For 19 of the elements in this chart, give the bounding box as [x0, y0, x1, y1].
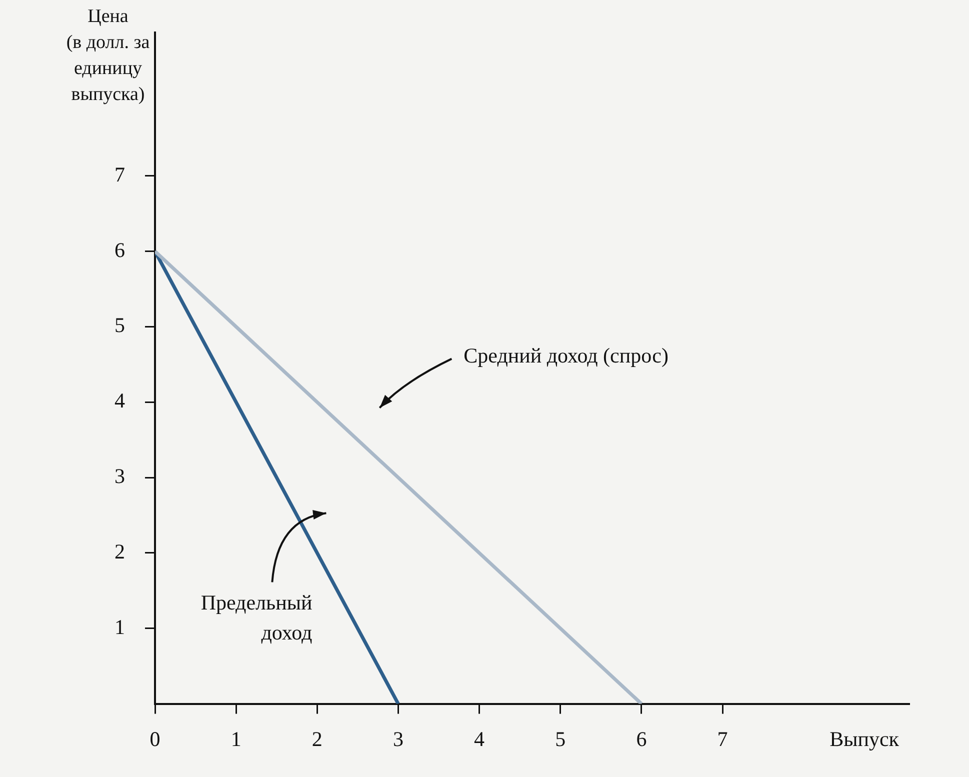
- y-tick-label: 2: [114, 539, 125, 564]
- y-tick-label: 7: [114, 162, 125, 186]
- x-tick-label: 0: [150, 726, 160, 751]
- x-tick-label: 1: [230, 726, 242, 751]
- y-axis-title: Цена (в долл. за единицу выпуска): [65, 5, 151, 107]
- x-axis-title: Выпуск: [830, 726, 900, 751]
- x-tick-label: 4: [474, 726, 486, 751]
- annotation: Предельный доход: [200, 590, 312, 645]
- x-tick-label: 5: [555, 726, 566, 751]
- x-tick-label: 7: [717, 726, 728, 751]
- y-tick-label: 1: [114, 614, 125, 639]
- y-tick-label: 4: [114, 388, 126, 413]
- y-tick-label: 5: [114, 313, 125, 338]
- x-tick-label: 3: [392, 726, 404, 751]
- annotation: Средний доход (спрос): [464, 343, 668, 368]
- x-tick-label: 2: [312, 726, 322, 751]
- y-tick-label: 3: [114, 464, 125, 488]
- x-tick-label: 6: [636, 726, 647, 751]
- y-tick-label: 6: [114, 238, 125, 262]
